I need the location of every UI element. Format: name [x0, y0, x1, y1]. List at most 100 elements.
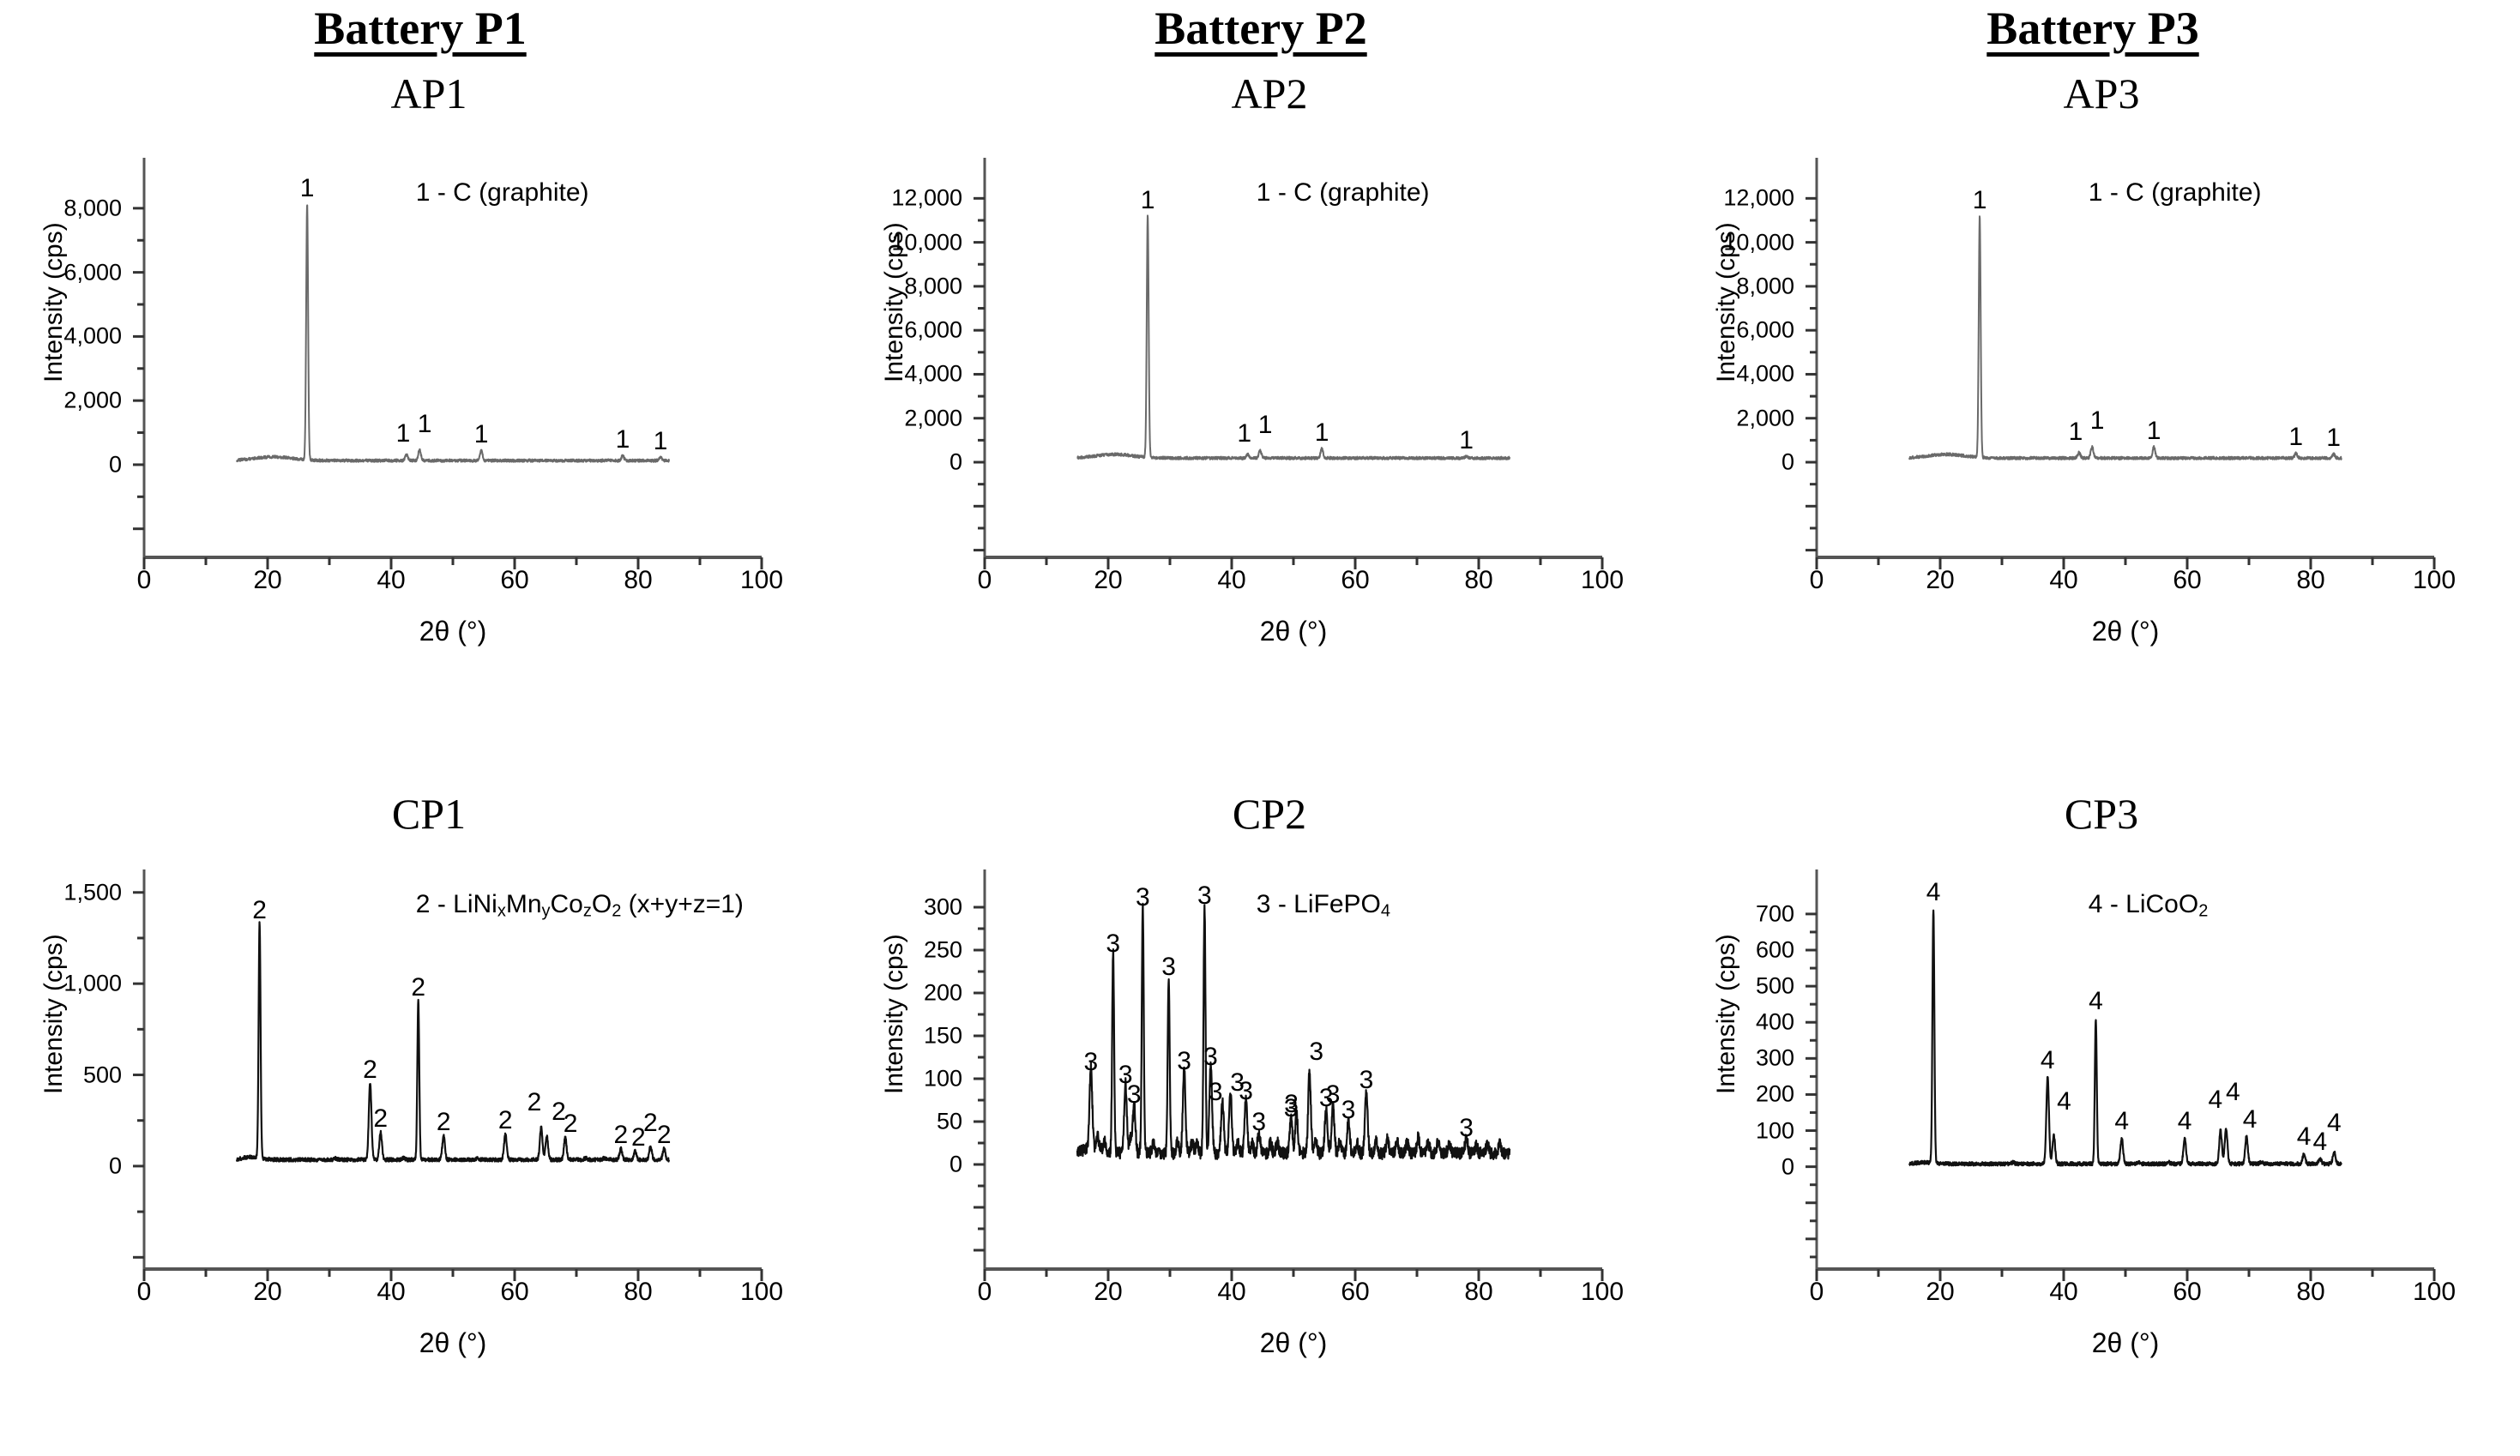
- y-tick-label: 0: [1781, 1153, 1794, 1180]
- peak-label: 3: [1239, 1077, 1253, 1105]
- y-tick-label: 500: [1755, 972, 1794, 999]
- peak-label: 2: [563, 1110, 578, 1139]
- x-tick-label: 100: [739, 566, 784, 594]
- peak-label: 2: [411, 972, 426, 1002]
- y-tick-label: 50: [936, 1108, 962, 1134]
- y-tick-label: 1,500: [63, 879, 122, 905]
- y-tick-label: 0: [108, 451, 122, 478]
- peak-label: 2: [613, 1121, 629, 1150]
- legend-ap3: 1 - C (graphite): [2088, 178, 2262, 207]
- xrd-trace-cp3: [1908, 909, 2342, 1167]
- peak-label: 1: [653, 426, 668, 455]
- x-tick-label: 100: [2412, 566, 2457, 594]
- y-tick-label: 1,000: [63, 970, 122, 996]
- panel-cp3: CP3 4 - LiCoO2 Intensity (cps) 2θ (°) 0 100 20…: [1690, 789, 2513, 1449]
- panel-ap2: AP2 1 - C (graphite) Intensity (cps) 2θ (°)…: [858, 69, 1681, 789]
- peak-label: 2: [631, 1123, 646, 1152]
- peak-label: 2: [363, 1055, 377, 1084]
- peak-label: 3: [1341, 1096, 1356, 1124]
- x-axis-label-ap3: 2θ (°): [2091, 616, 2160, 647]
- peak-label: 4: [2226, 1078, 2240, 1107]
- x-tick-label: 80: [2296, 1278, 2325, 1306]
- plot-area-ap3: [1806, 158, 2436, 569]
- y-tick-label: 10,000: [1723, 229, 1794, 256]
- peak-label: 3: [1284, 1090, 1299, 1118]
- x-tick-label: 0: [1809, 566, 1824, 594]
- column-title-p3: Battery P3: [1986, 3, 2199, 54]
- panel-cp2: CP2 3 - LiFePO4 Intensity (cps) 2θ (°) 0 50 10…: [858, 789, 1681, 1449]
- peak-label: 1: [1237, 418, 1252, 448]
- peak-label: 3: [1318, 1084, 1334, 1112]
- peak-label: 1: [2089, 406, 2105, 435]
- x-tick-label: 20: [1926, 1278, 1955, 1306]
- x-tick-label: 40: [1217, 1278, 1246, 1306]
- x-tick-label: 0: [977, 566, 992, 594]
- y-tick-label: 8,000: [63, 195, 122, 221]
- peak-label: 4: [2057, 1086, 2071, 1116]
- peak-label: 1: [1972, 185, 1987, 214]
- xrd-trace-cp1: [235, 921, 671, 1163]
- x-tick-label: 40: [377, 1278, 406, 1306]
- peak-label: 3: [1283, 1094, 1299, 1122]
- peak-label: 1: [2146, 417, 2161, 446]
- y-tick-label: 300: [1755, 1044, 1794, 1071]
- x-tick-label: 100: [739, 1278, 784, 1306]
- y-tick-label: 100: [923, 1065, 962, 1092]
- legend-cp2: 3 - LiFePO4: [1256, 890, 1390, 921]
- peak-label: 3: [1135, 883, 1150, 912]
- y-tick-label: 2,000: [63, 387, 122, 413]
- plot-area-cp3: [1806, 869, 2436, 1281]
- y-tick-label: 10,000: [891, 229, 962, 256]
- x-tick-label: 20: [1094, 566, 1123, 594]
- xrd-trace-ap2: [1076, 214, 1510, 460]
- panel-title-cp1: CP1: [391, 790, 467, 838]
- panel-cp1: CP1 2 - LiNixMnyCozO2 (x+y+z=1) Intensity …: [17, 789, 841, 1449]
- x-tick-label: 20: [253, 1278, 282, 1306]
- y-tick-label: 4,000: [904, 360, 962, 387]
- peak-label: 1: [1459, 425, 1474, 454]
- peak-label: 3: [1083, 1048, 1099, 1076]
- y-tick-label: 0: [1781, 448, 1794, 475]
- peak-label: 3: [1197, 881, 1212, 910]
- peak-label: 2: [252, 896, 267, 925]
- peak-label: 3: [1208, 1078, 1223, 1106]
- legend-cp1: 2 - LiNixMnyCozO2 (x+y+z=1): [415, 890, 744, 921]
- peak-label: 3: [1203, 1043, 1218, 1071]
- peak-label: 3: [1126, 1080, 1142, 1109]
- x-tick-label: 80: [624, 566, 653, 594]
- xrd-trace-ap3: [1908, 215, 2342, 460]
- y-tick-label: 0: [949, 1151, 962, 1177]
- x-tick-label: 80: [1464, 566, 1493, 594]
- y-tick-label: 4,000: [63, 322, 122, 349]
- peak-label: 2: [436, 1108, 451, 1137]
- x-tick-label: 80: [2296, 566, 2325, 594]
- y-tick-label: 100: [1755, 1117, 1794, 1144]
- peak-label: 1: [2288, 423, 2304, 452]
- x-tick-label: 60: [500, 1278, 529, 1306]
- peak-label: 4: [2114, 1107, 2130, 1136]
- panel-title-cp2: CP2: [1232, 790, 1307, 838]
- x-tick-label: 20: [1926, 566, 1955, 594]
- xrd-trace-cp2: [1076, 902, 1511, 1161]
- y-tick-label: 4,000: [1736, 360, 1794, 387]
- peak-label: 3: [1118, 1061, 1133, 1089]
- peak-label: 3: [1359, 1066, 1374, 1094]
- legend-cp3: 4 - LiCoO2: [2088, 890, 2209, 921]
- x-tick-label: 60: [500, 566, 529, 594]
- peak-label: 3: [1106, 930, 1121, 958]
- x-axis-label-ap2: 2θ (°): [1259, 616, 1328, 647]
- x-tick-label: 100: [1580, 1278, 1625, 1306]
- plot-area-ap2: [974, 158, 1604, 569]
- x-tick-label: 40: [2049, 566, 2078, 594]
- legend-ap2: 1 - C (graphite): [1256, 178, 1430, 207]
- y-tick-label: 300: [923, 893, 962, 920]
- peak-label: 3: [1230, 1068, 1245, 1097]
- peak-label: 2: [497, 1106, 513, 1135]
- panel-title-ap2: AP2: [1231, 69, 1308, 117]
- peak-label: 2: [527, 1087, 542, 1116]
- x-tick-label: 0: [1809, 1278, 1824, 1306]
- y-tick-label: 600: [1755, 936, 1794, 963]
- x-axis-label-cp1: 2θ (°): [419, 1327, 487, 1358]
- y-tick-label: 200: [923, 979, 962, 1006]
- plot-area-cp1: [133, 869, 763, 1281]
